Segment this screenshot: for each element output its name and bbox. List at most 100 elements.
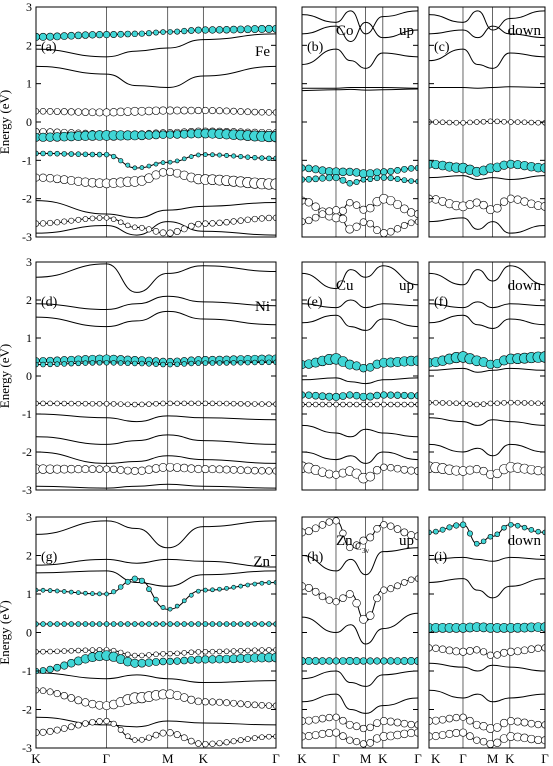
projection-marker-open: [521, 119, 528, 126]
band-line: [302, 547, 418, 576]
projection-marker-open: [312, 401, 319, 408]
projection-marker-cyan: [124, 30, 132, 38]
projection-marker-open: [195, 740, 202, 747]
projection-marker-open: [132, 224, 138, 231]
projection-marker-open: [486, 651, 495, 659]
band-line: [429, 689, 545, 703]
projection-marker-open: [61, 218, 68, 225]
projection-marker-open: [347, 401, 353, 408]
projection-marker-open: [366, 533, 375, 542]
projection-marker-open: [513, 195, 522, 204]
projection-marker-open: [339, 594, 347, 602]
projection-marker-cyan: [181, 156, 187, 162]
projection-marker-cyan: [236, 25, 245, 34]
projection-marker-open: [265, 109, 273, 116]
projection-marker-open: [535, 119, 541, 126]
projection-marker-cyan: [229, 25, 238, 34]
projection-marker-open: [508, 119, 514, 125]
projection-marker-open: [124, 733, 131, 740]
projection-marker-open: [130, 466, 139, 475]
projection-marker-open: [95, 108, 104, 117]
y-tick-label: -2: [22, 703, 32, 717]
projection-marker-open: [208, 698, 217, 706]
y-tick-label: 3: [26, 255, 32, 269]
projection-marker-open: [201, 465, 210, 474]
projection-marker-cyan: [352, 391, 361, 400]
band-line: [429, 578, 545, 599]
band-plot-area: [302, 517, 418, 748]
projection-marker-cyan: [215, 654, 224, 664]
projection-marker-cyan: [117, 30, 125, 38]
projection-marker-open: [527, 645, 536, 653]
projection-marker-open: [187, 222, 195, 230]
projection-marker-open: [513, 647, 522, 656]
projection-marker-open: [472, 465, 481, 474]
projection-marker-open: [174, 400, 180, 407]
projection-marker-cyan: [153, 621, 159, 627]
projection-marker-cyan: [480, 538, 487, 545]
projection-marker-cyan: [103, 621, 110, 627]
projection-marker-open: [438, 645, 447, 654]
projection-marker-open: [473, 646, 481, 654]
projection-marker-open: [400, 729, 409, 739]
projection-marker-cyan: [217, 152, 222, 158]
projection-marker-open: [103, 717, 110, 725]
projection-marker-open: [493, 738, 502, 747]
projection-marker-open: [202, 648, 209, 655]
projection-marker-open: [67, 723, 75, 731]
projection-marker-open: [151, 464, 161, 473]
projection-marker-cyan: [508, 521, 514, 528]
projection-marker-open: [132, 737, 138, 743]
panel-label: (a): [41, 40, 57, 55]
panel-title: Fe: [255, 44, 270, 60]
panel-title: Cu: [336, 278, 354, 294]
y-tick-label: 0: [26, 369, 32, 383]
projection-marker-cyan: [202, 360, 209, 366]
projection-marker-open: [194, 697, 203, 706]
projection-marker-cyan: [407, 657, 416, 665]
projection-marker-open: [534, 644, 542, 652]
projection-marker-open: [452, 713, 460, 722]
projection-marker-open: [266, 401, 272, 407]
projection-marker-open: [346, 543, 354, 552]
projection-marker-open: [318, 714, 327, 723]
projection-marker-open: [244, 736, 251, 742]
projection-marker-open: [244, 108, 252, 116]
band-line: [302, 670, 418, 687]
projection-marker-cyan: [158, 130, 168, 139]
projection-marker-open: [222, 465, 231, 474]
projection-marker-open: [472, 198, 481, 207]
projection-marker-open: [230, 218, 237, 225]
spin-label: down: [508, 533, 542, 549]
band-line: [36, 263, 276, 293]
projection-marker-open: [244, 216, 251, 223]
projection-marker-cyan: [117, 621, 124, 627]
band-line: [36, 558, 276, 568]
projection-marker-open: [304, 527, 313, 536]
projection-marker-open: [166, 167, 175, 177]
projection-marker-open: [480, 401, 487, 407]
projection-marker-open: [527, 734, 536, 744]
projection-marker-open: [318, 729, 327, 738]
projection-marker-cyan: [439, 526, 446, 533]
projection-marker-cyan: [61, 151, 67, 157]
projection-marker-open: [125, 222, 131, 229]
projection-marker-cyan: [76, 590, 81, 595]
projection-marker-open: [459, 713, 467, 721]
projection-marker-open: [352, 738, 361, 746]
panel-label: (i): [434, 550, 448, 565]
projection-marker-cyan: [201, 26, 210, 34]
projection-marker-open: [480, 118, 487, 125]
projection-marker-open: [366, 738, 375, 747]
projection-marker-cyan: [47, 361, 53, 368]
projection-marker-open: [318, 592, 327, 601]
projection-marker-cyan: [54, 621, 60, 627]
projection-marker-cyan: [387, 657, 395, 665]
projection-marker-cyan: [117, 360, 124, 366]
projection-marker-cyan: [380, 174, 388, 181]
band-line: [429, 48, 545, 69]
projection-marker-cyan: [338, 167, 348, 177]
projection-marker-open: [74, 465, 83, 474]
projection-marker-open: [366, 611, 375, 620]
projection-marker-cyan: [160, 160, 166, 165]
